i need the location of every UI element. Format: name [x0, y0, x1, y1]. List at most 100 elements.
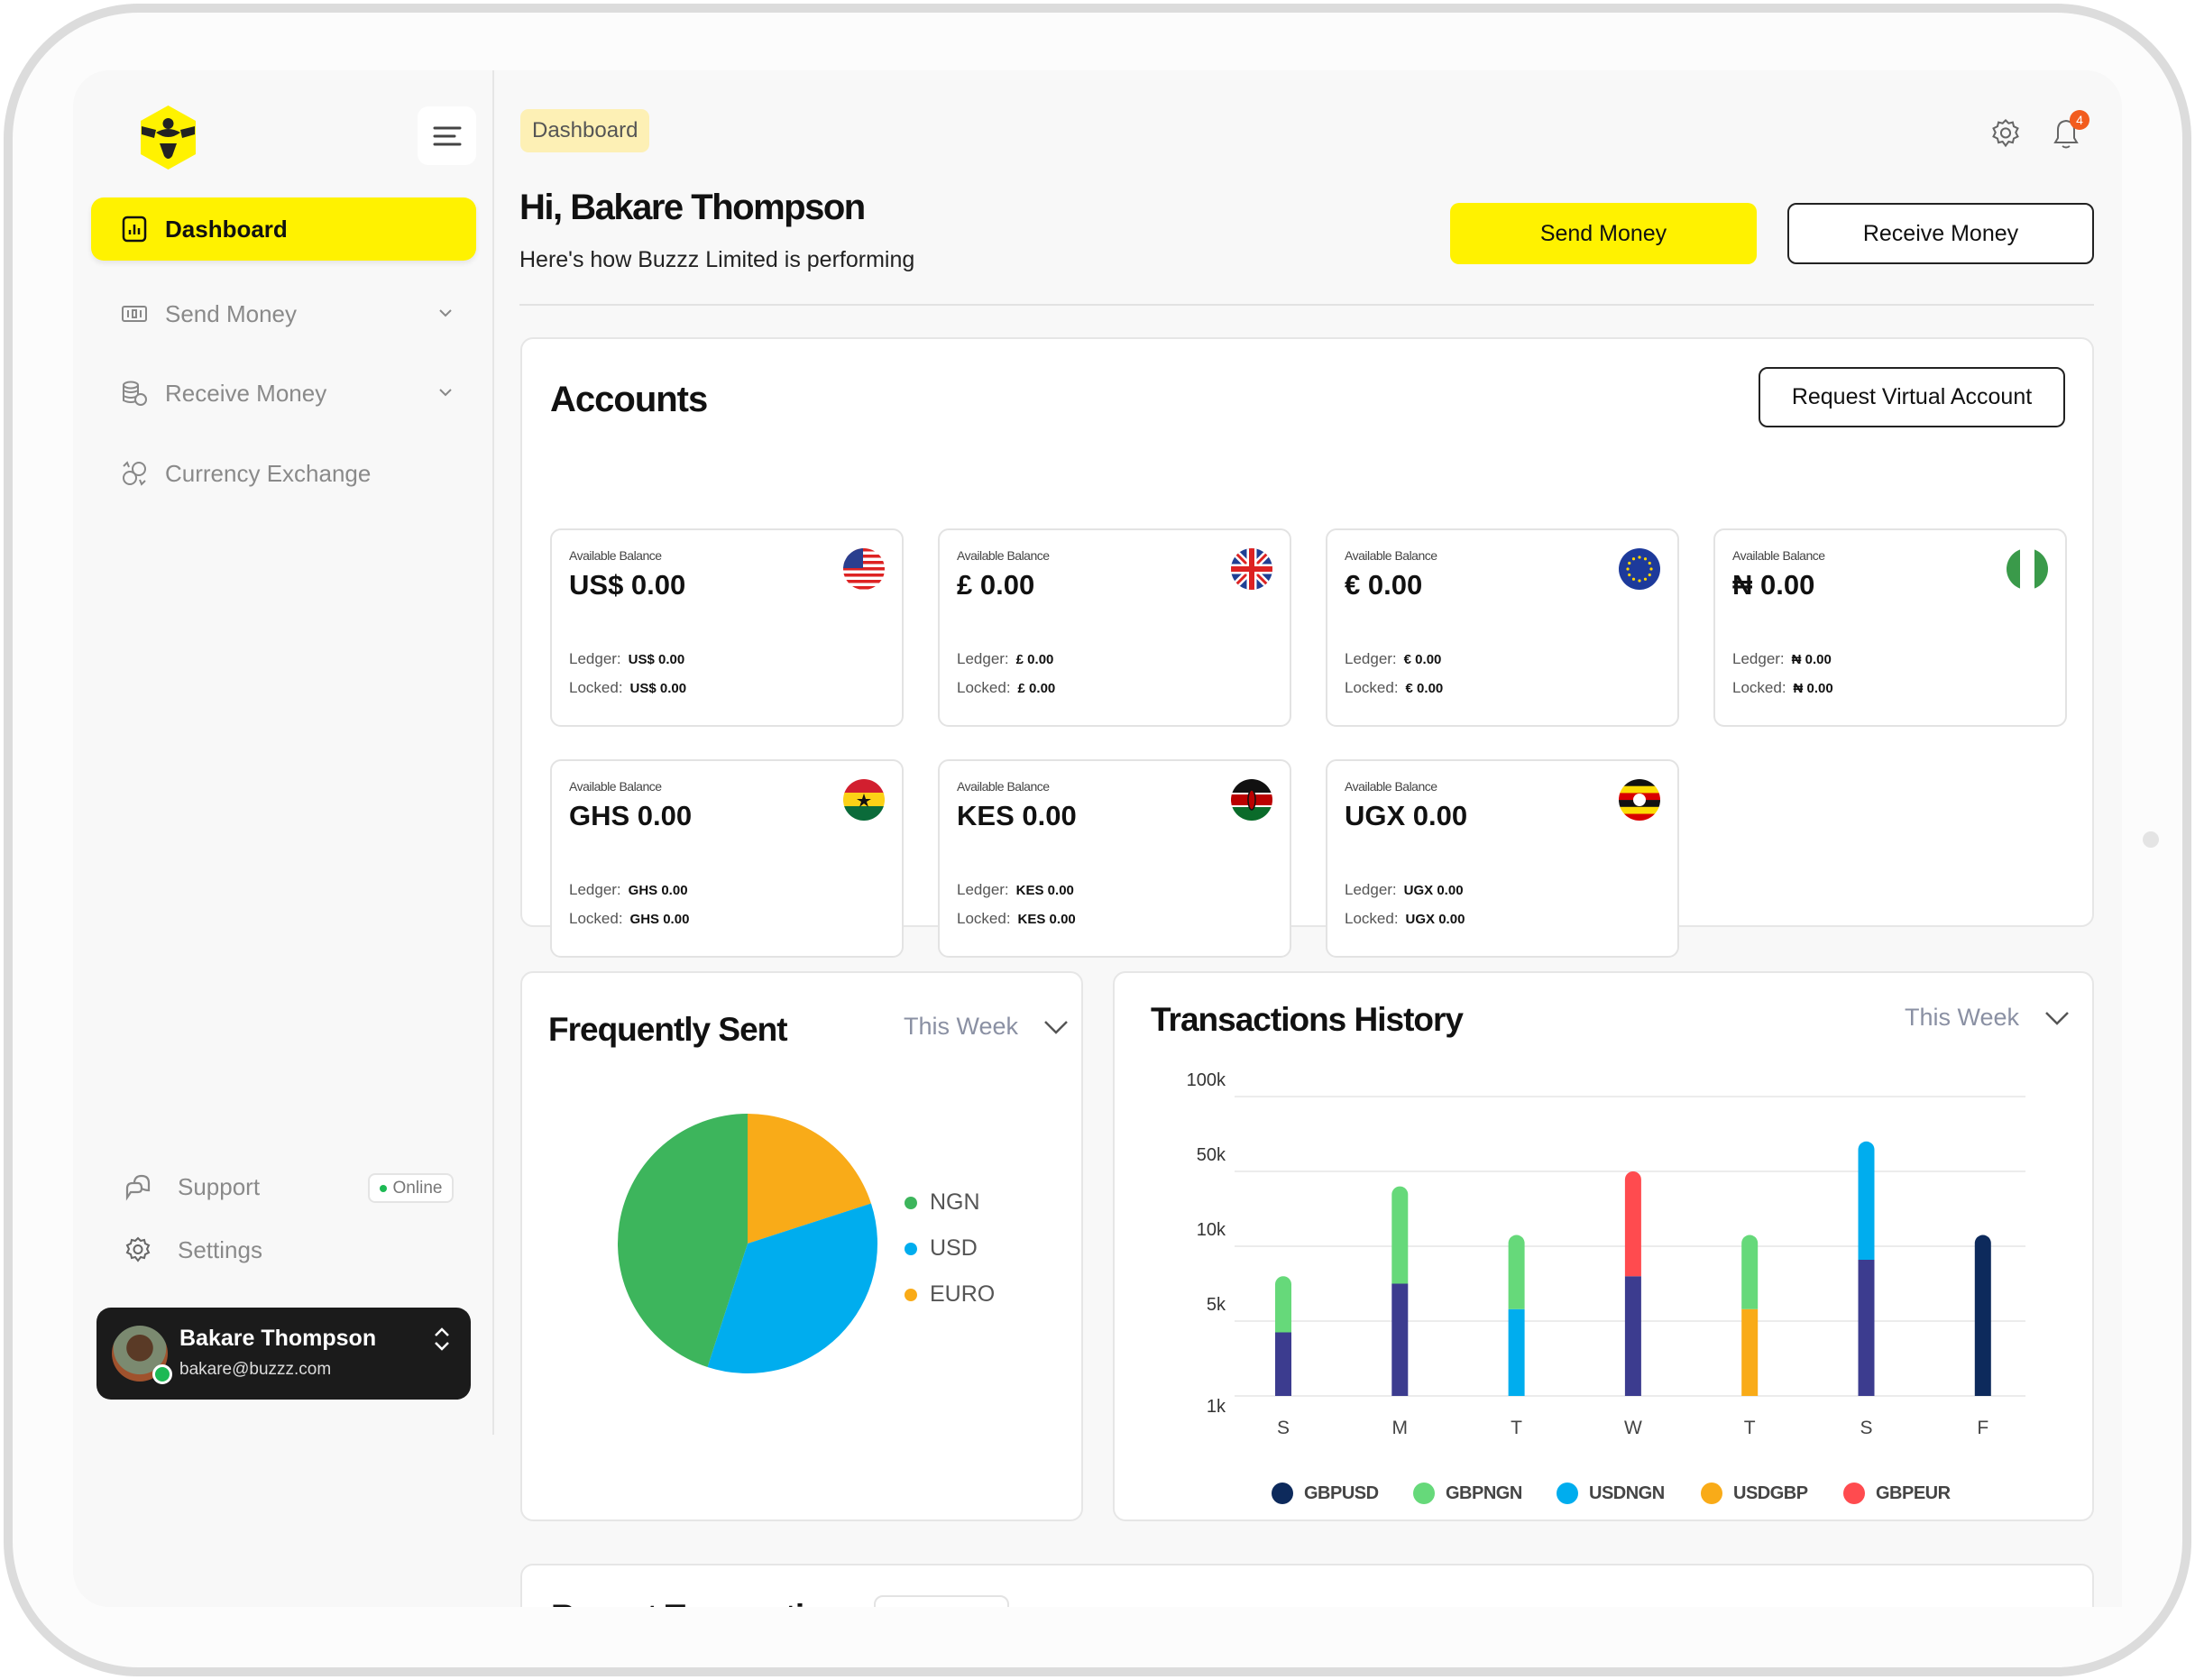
- balance-amount: KES 0.00: [957, 800, 1077, 831]
- y-tick-label: 1k: [1207, 1397, 1226, 1417]
- ledger-label: Ledger:: [957, 881, 1009, 898]
- breadcrumb[interactable]: Dashboard: [520, 109, 650, 152]
- transactions-history-title: Transactions History: [1151, 1001, 1464, 1038]
- ledger-row: Ledger: UGX 0.00: [1345, 881, 1464, 899]
- account-card[interactable]: Available Balance KES 0.00 Ledger: KES 0.…: [938, 759, 1291, 958]
- ledger-row: Ledger: US$ 0.00: [569, 650, 684, 668]
- x-tick-label: S: [1860, 1418, 1872, 1438]
- locked-value: £ 0.00: [1017, 681, 1056, 696]
- eu-flag-icon: [1619, 548, 1660, 590]
- legend-dot: [905, 1196, 917, 1209]
- available-balance-label: Available Balance: [569, 779, 662, 794]
- recent-filter-button[interactable]: [874, 1595, 1009, 1607]
- bar-segment-gbpusd: [1974, 1235, 1991, 1396]
- legend-label: NGN: [930, 1189, 980, 1215]
- settings-button[interactable]: [1989, 117, 2022, 154]
- header-divider: [519, 304, 2094, 306]
- exchange-icon: [120, 459, 149, 488]
- request-virtual-account-button[interactable]: Request Virtual Account: [1759, 367, 2065, 427]
- bar-segment-gbpngn: [1391, 1186, 1409, 1284]
- user-profile-switcher[interactable]: Bakare Thompson bakare@buzzz.com: [96, 1308, 471, 1400]
- gear-icon: [124, 1235, 152, 1264]
- legend-dot: [905, 1242, 917, 1255]
- chevron-up-down-icon: [435, 1327, 449, 1351]
- bell-icon: [2053, 119, 2079, 149]
- balance-amount: ₦ 0.00: [1732, 569, 1815, 601]
- account-card[interactable]: Available Balance £ 0.00 Ledger: £ 0.00 L…: [938, 528, 1291, 727]
- legend-label: USD: [930, 1235, 978, 1261]
- bar-segment-base: [1391, 1283, 1409, 1396]
- legend-label: EURO: [930, 1281, 996, 1307]
- locked-row: Locked: £ 0.00: [957, 679, 1055, 697]
- sidebar-item-receive-money[interactable]: Receive Money: [91, 362, 476, 425]
- locked-row: Locked: UGX 0.00: [1345, 910, 1465, 928]
- ledger-label: Ledger:: [569, 650, 621, 667]
- balance-amount: £ 0.00: [957, 569, 1035, 601]
- legend-label: GBPEUR: [1876, 1483, 1951, 1503]
- support-status-badge: Online: [368, 1173, 454, 1203]
- sidebar-item-dashboard[interactable]: Dashboard: [91, 197, 476, 261]
- user-name: Bakare Thompson: [179, 1326, 377, 1351]
- page-title: Hi, Bakare Thompson: [519, 188, 866, 227]
- x-tick-label: F: [1977, 1418, 1988, 1438]
- buzzz-logo[interactable]: [134, 104, 202, 171]
- available-balance-label: Available Balance: [1732, 548, 1825, 563]
- ledger-value: € 0.00: [1403, 652, 1442, 667]
- legend-item-usdngn: USDNGN: [1557, 1483, 1665, 1504]
- ledger-label: Ledger:: [1345, 650, 1397, 667]
- locked-row: Locked: US$ 0.00: [569, 679, 686, 697]
- locked-row: Locked: € 0.00: [1345, 679, 1443, 697]
- bar-segment-base: [1858, 1259, 1875, 1396]
- available-balance-label: Available Balance: [569, 548, 662, 563]
- x-tick-label: T: [1511, 1418, 1522, 1438]
- legend-dot: [1557, 1483, 1578, 1504]
- coins-icon: [120, 379, 149, 408]
- device-button: [2143, 831, 2159, 848]
- y-tick-label: 50k: [1197, 1145, 1226, 1165]
- sidebar-item-label: Currency Exchange: [165, 459, 372, 487]
- gh-flag-icon: [843, 779, 885, 821]
- account-card[interactable]: Available Balance UGX 0.00 Ledger: UGX 0.…: [1326, 759, 1679, 958]
- money-icon: [120, 299, 149, 328]
- legend-dot: [1701, 1483, 1722, 1504]
- pie-slice-ngn: [618, 1114, 748, 1367]
- legend-item-usd: USD: [905, 1235, 978, 1262]
- account-card[interactable]: Available Balance € 0.00 Ledger: € 0.00 L…: [1326, 528, 1679, 727]
- accounts-panel: Accounts Request Virtual Account Availab…: [520, 337, 2094, 958]
- y-tick-label: 100k: [1187, 1070, 1226, 1090]
- account-card[interactable]: Available Balance ₦ 0.00 Ledger: ₦ 0.00 L…: [1713, 528, 2067, 727]
- y-tick-label: 5k: [1207, 1295, 1226, 1315]
- balance-amount: GHS 0.00: [569, 800, 693, 831]
- ledger-value: GHS 0.00: [628, 883, 688, 898]
- send-money-button[interactable]: Send Money: [1450, 203, 1757, 264]
- bar-segment-usdngn: [1508, 1308, 1525, 1396]
- chevron-down-icon: [439, 309, 452, 317]
- sidebar-item-currency-exchange[interactable]: Currency Exchange: [91, 442, 476, 505]
- sidebar-item-label: Receive Money: [165, 379, 327, 407]
- bar-segment-gbpeur: [1624, 1171, 1641, 1277]
- recent-transactions-panel: Recent Transactions: [520, 1564, 2094, 1607]
- period-dropdown[interactable]: This Week: [904, 1013, 1069, 1041]
- period-value: This Week: [1905, 1004, 2020, 1031]
- sidebar-item-label: Send Money: [165, 299, 297, 327]
- sidebar-item-send-money[interactable]: Send Money: [91, 282, 476, 345]
- legend-item-gbpusd: GBPUSD: [1272, 1483, 1379, 1504]
- menu-toggle-button[interactable]: [418, 106, 476, 165]
- sidebar-item-support[interactable]: Support: [124, 1172, 260, 1201]
- chevron-down-icon: [439, 389, 452, 397]
- locked-label: Locked:: [1732, 679, 1786, 696]
- available-balance-label: Available Balance: [957, 779, 1050, 794]
- locked-row: Locked: KES 0.00: [957, 910, 1076, 928]
- y-tick-label: 10k: [1197, 1220, 1226, 1240]
- receive-money-button[interactable]: Receive Money: [1787, 203, 2094, 264]
- sidebar-item-settings[interactable]: Settings: [124, 1235, 262, 1264]
- account-card[interactable]: Available Balance GHS 0.00 Ledger: GHS 0.…: [550, 759, 904, 958]
- notifications-button[interactable]: 4: [2050, 110, 2089, 151]
- recent-transactions-title: Recent Transactions: [551, 1598, 861, 1607]
- balance-amount: € 0.00: [1345, 569, 1423, 601]
- legend-item-gbpeur: GBPEUR: [1843, 1483, 1951, 1504]
- legend-label: GBPNGN: [1446, 1483, 1522, 1503]
- account-card[interactable]: Available Balance US$ 0.00 Ledger: US$ 0.…: [550, 528, 904, 727]
- legend-dot: [1272, 1483, 1293, 1504]
- period-dropdown[interactable]: This Week: [1905, 1004, 2070, 1032]
